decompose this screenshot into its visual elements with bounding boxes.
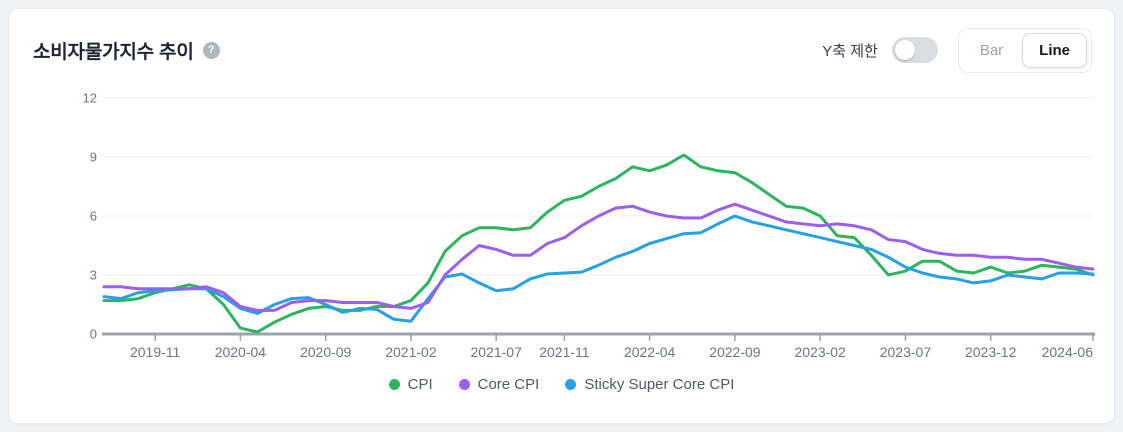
- x-tick-label: 2023-07: [880, 344, 932, 360]
- bar-chart-button[interactable]: Bar: [963, 33, 1020, 68]
- x-tick-label: 2021-02: [385, 344, 437, 360]
- y-tick-label: 3: [90, 268, 97, 283]
- y-tick-label: 9: [90, 150, 97, 165]
- title-wrap: 소비자물가지수 추이 ?: [33, 37, 220, 64]
- help-icon[interactable]: ?: [202, 41, 220, 59]
- cpi-dot-icon: [388, 378, 400, 390]
- x-tick-label: 2023-12: [965, 344, 1017, 360]
- core-cpi-dot-icon: [458, 378, 470, 390]
- toggle-knob-icon: [894, 40, 915, 60]
- sticky-super-core-cpi-line: [102, 214, 1095, 323]
- x-tick-label: 2024-06: [1042, 344, 1094, 360]
- x-tick-label: 2021-11: [539, 344, 590, 360]
- x-tick-label: 2020-04: [215, 344, 267, 360]
- chart-controls: Y축 제한 Bar Line: [822, 27, 1092, 73]
- x-tick-label: 2023-02: [794, 344, 846, 360]
- legend-item-sticky-super-core-cpi[interactable]: Sticky Super Core CPI: [565, 376, 734, 393]
- chart-card: 소비자물가지수 추이 ? Y축 제한 Bar Line 0 3 6 9 12 2019-1…: [8, 8, 1115, 424]
- x-tick-label: 2021-07: [470, 344, 522, 360]
- cpi-line: [102, 153, 1095, 334]
- x-tick-label: 2020-09: [300, 344, 352, 360]
- card-header: 소비자물가지수 추이 ? Y축 제한 Bar Line: [9, 9, 1114, 73]
- y-tick-label: 6: [90, 209, 97, 224]
- page-title: 소비자물가지수 추이: [33, 41, 194, 63]
- y-axis-limit-toggle[interactable]: [891, 37, 938, 63]
- x-tick-label: 2019-11: [130, 344, 181, 360]
- sticky-super-core-cpi-dot-icon: [565, 378, 577, 390]
- chart-legend: CPI Core CPI Sticky Super Core CPI: [9, 372, 1114, 396]
- chart-type-switcher: Bar Line: [957, 27, 1092, 73]
- y-tick-label: 0: [90, 327, 97, 342]
- legend-item-core-cpi[interactable]: Core CPI: [458, 376, 539, 393]
- y-tick-label: 12: [83, 91, 97, 106]
- legend-item-cpi[interactable]: CPI: [388, 376, 433, 393]
- core-cpi-line: [102, 202, 1095, 312]
- x-tick-label: 2022-04: [624, 344, 676, 360]
- x-tick-label: 2022-09: [709, 344, 761, 360]
- line-chart-button[interactable]: Line: [1022, 32, 1087, 68]
- cpi-line-chart: 0 3 6 9 12 2019-11 2020-04 2020-09 2021-02 2021-0…: [83, 91, 1095, 360]
- y-axis-limit-label: Y축 제한: [822, 42, 878, 60]
